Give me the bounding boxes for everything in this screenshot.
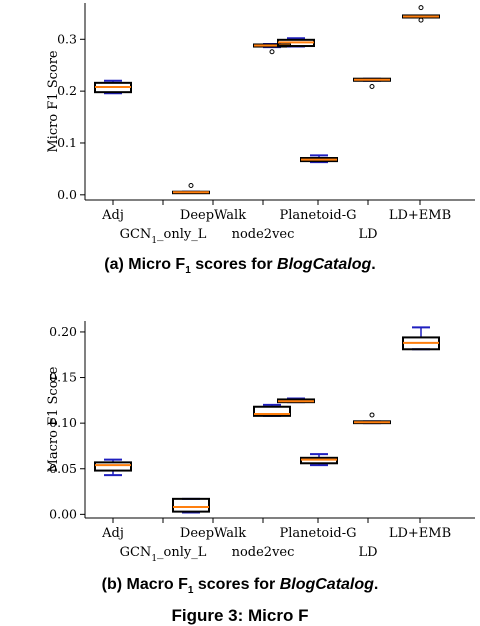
- micro-x-tick-label: DeepWalk: [180, 208, 246, 223]
- micro-box-0: [94, 79, 132, 95]
- macro-y-tick-label: 0.00: [49, 506, 77, 521]
- macro-x-tick-label: GCN1_only_L: [120, 545, 207, 563]
- micro-y-tick-label: 0.0: [57, 187, 77, 202]
- macro-box-6: [402, 326, 440, 351]
- macro-box-3: [277, 397, 315, 404]
- micro-box-6: [402, 5, 440, 23]
- micro-box-4: [300, 154, 338, 164]
- micro-flier: [269, 49, 275, 55]
- macro-box-4: [300, 453, 338, 467]
- micro-x-tick-label: node2vec: [232, 227, 295, 242]
- macro-f1-boxplot: 0.00 0.05 0.10 0.15 0.20 Macro F1 Score Adj GCN…: [46, 321, 475, 563]
- macro-box-rect: [94, 461, 132, 472]
- micro-x-tick-label: Planetoid-G: [279, 208, 356, 223]
- micro-box-5: [353, 77, 391, 89]
- micro-x-tick-label: Adj: [101, 208, 124, 223]
- macro-x-tick-label: Adj: [101, 526, 124, 541]
- macro-x-tick-label: Planetoid-G: [279, 526, 356, 541]
- micro-y-tick-label: 0.1: [57, 135, 77, 150]
- macro-box-0: [94, 458, 132, 477]
- micro-flier: [418, 5, 424, 11]
- caption-micro: (a) Micro F1 scores for BlogCatalog.: [104, 256, 376, 277]
- macro-x-tick-label: LD: [358, 545, 377, 560]
- micro-x-tick-label: GCN1_only_L: [120, 227, 207, 245]
- micro-flier: [369, 83, 375, 89]
- macro-y-axis-label: Macro F1 Score: [46, 366, 61, 472]
- macro-box-2: [253, 403, 291, 417]
- micro-y-tick-label: 0.2: [57, 83, 77, 98]
- micro-flier: [188, 182, 194, 188]
- macro-y-tick-label: 0.20: [49, 324, 77, 339]
- micro-f1-boxplot: 0.0 0.1 0.2 0.3 Micro F1 Score Adj GCN1_only_L…: [46, 3, 475, 245]
- macro-box-1: [172, 497, 210, 514]
- caption-macro: (b) Macro F1 scores for BlogCatalog.: [101, 576, 379, 597]
- micro-x-tick-label: LD+EMB: [389, 208, 451, 223]
- macro-x-tick-label: node2vec: [232, 545, 295, 560]
- macro-box-5: [353, 412, 391, 425]
- macro-box-rect: [253, 405, 291, 417]
- macro-x-tick-label: LD+EMB: [389, 526, 451, 541]
- macro-y-tick-label: 0.10: [49, 415, 77, 430]
- macro-y-tick-label: 0.05: [49, 461, 77, 476]
- macro-y-tick-label: 0.15: [49, 370, 77, 385]
- micro-y-tick-label: 0.3: [57, 31, 77, 46]
- micro-flier: [418, 17, 424, 23]
- macro-flier: [369, 412, 375, 418]
- micro-box-1: [172, 182, 210, 195]
- macro-box-rect: [172, 497, 210, 513]
- micro-box-3: [277, 37, 315, 48]
- macro-x-tick-label: DeepWalk: [180, 526, 246, 541]
- micro-x-tick-label: LD: [358, 227, 377, 242]
- micro-y-axis-label: Micro F1 Score: [46, 50, 61, 153]
- figure-caption-partial: Figure 3: Micro F: [171, 606, 309, 625]
